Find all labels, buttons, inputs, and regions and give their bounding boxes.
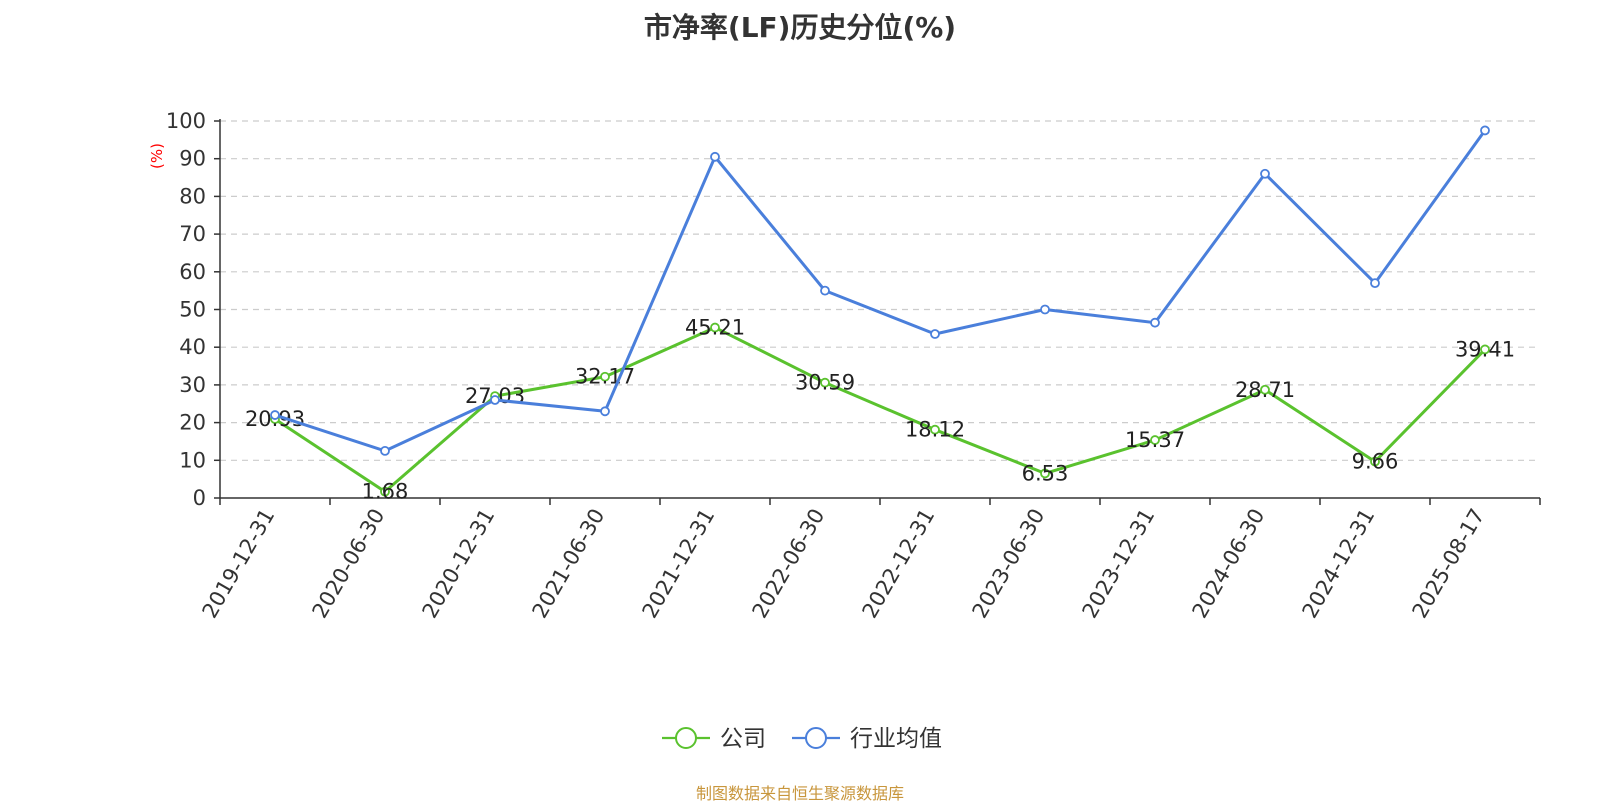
- data-point: [820, 377, 830, 388]
- data-point: [1040, 468, 1050, 479]
- y-tick-label: 90: [179, 147, 206, 171]
- legend-item-0[interactable]: 公司: [662, 726, 766, 752]
- y-tick-label: 80: [179, 184, 206, 208]
- y-ticks: 0 10 20 30 40 50 60 70 80 90 100: [166, 109, 220, 510]
- y-tick-label: 0: [193, 486, 206, 510]
- legend[interactable]: 公司 行业均值: [662, 726, 942, 752]
- y-tick-label: 20: [179, 411, 206, 435]
- data-point: [1150, 317, 1160, 328]
- series-line: [274, 326, 1487, 494]
- data-point: [380, 445, 390, 456]
- chart-title: 市净率(LF)历史分位(%): [643, 11, 957, 44]
- x-tick-label: 2024-06-30: [1188, 505, 1270, 623]
- data-point: [710, 322, 720, 333]
- data-point: [1260, 168, 1270, 179]
- x-tick-label: 2022-06-30: [748, 505, 830, 623]
- data-label: 32.17: [575, 365, 635, 389]
- y-tick-label: 60: [179, 260, 206, 284]
- data-point: [600, 371, 610, 382]
- data-point: [930, 424, 940, 435]
- data-label: 1.68: [362, 480, 409, 504]
- y-axis-label: (%): [148, 143, 166, 169]
- x-tick-label: 2024-12-31: [1298, 505, 1380, 623]
- source-note: 制图数据来自恒生聚源数据库: [695, 784, 904, 803]
- data-point: [930, 329, 940, 339]
- legend-marker: [675, 727, 697, 749]
- data-point: [1370, 456, 1380, 467]
- series-line: [274, 129, 1487, 453]
- data-point: [1480, 125, 1490, 136]
- x-tick-label: 2025-08-17: [1408, 505, 1490, 623]
- x-tick-label: 2021-12-31: [638, 505, 720, 623]
- data-point: [1260, 384, 1270, 395]
- data-label: 18.12: [905, 418, 965, 442]
- y-tick-label: 70: [179, 222, 206, 246]
- data-point: [820, 285, 830, 296]
- x-tick-label: 2022-12-31: [858, 505, 940, 623]
- grid-lines: [220, 120, 1540, 461]
- data-point: [490, 395, 500, 405]
- x-tick-label: 2020-12-31: [418, 505, 500, 623]
- series-lines: 20.931.6827.0332.1745.2130.5918.126.5315…: [245, 125, 1515, 504]
- legend-label: 公司: [720, 726, 766, 752]
- data-point: [600, 406, 610, 417]
- data-point: [1480, 344, 1490, 355]
- data-point: [1370, 278, 1380, 289]
- data-point: [1150, 435, 1160, 445]
- data-label: 6.53: [1022, 461, 1069, 485]
- legend-item-1[interactable]: 行业均值: [792, 726, 942, 752]
- y-tick-label: 50: [179, 298, 206, 322]
- data-label: 9.66: [1352, 450, 1399, 474]
- data-point: [270, 410, 280, 420]
- x-tick-label: 2021-06-30: [528, 505, 610, 623]
- y-tick-label: 10: [179, 448, 206, 472]
- data-label: 15.37: [1125, 428, 1185, 452]
- y-tick-label: 40: [179, 335, 206, 359]
- data-point: [1040, 304, 1050, 315]
- y-tick-label: 30: [179, 373, 206, 397]
- x-tick-label: 2023-06-30: [968, 505, 1050, 623]
- data-point: [710, 151, 720, 162]
- series-1: [270, 125, 1490, 456]
- data-label: 30.59: [795, 371, 855, 395]
- data-point: [380, 486, 390, 497]
- series-0: 20.931.6827.0332.1745.2130.5918.126.5315…: [245, 316, 1515, 504]
- x-tick-label: 2019-12-31: [198, 505, 280, 623]
- y-tick-label: 100: [166, 109, 206, 133]
- x-tick-label: 2023-12-31: [1078, 505, 1160, 623]
- legend-marker: [805, 727, 827, 749]
- data-label: 45.21: [685, 316, 745, 340]
- x-tick-label: 2020-06-30: [308, 505, 390, 623]
- line-chart: (%) 0 10 20 30 40 50 60 70 80 90 100 2019-12-31 202…: [148, 109, 1541, 752]
- data-label: 28.71: [1235, 378, 1295, 402]
- data-label: 39.41: [1455, 337, 1515, 361]
- legend-label: 行业均值: [850, 726, 942, 752]
- x-ticks: 2019-12-31 2020-06-30 2020-12-31 2021-06-30…: [198, 498, 1541, 623]
